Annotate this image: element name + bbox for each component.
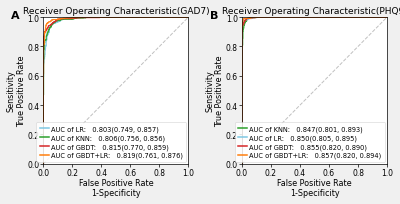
Y-axis label: Sensitivity
True Positive Rate: Sensitivity True Positive Rate bbox=[7, 55, 26, 127]
Text: B: B bbox=[210, 11, 218, 21]
Legend: AUC of LR:   0.803(0.749, 0.857), AUC of KNN:   0.806(0.756, 0.856), AUC of GBDT: AUC of LR: 0.803(0.749, 0.857), AUC of K… bbox=[36, 123, 186, 162]
Legend: AUC of KNN:   0.847(0.801, 0.893), AUC of LR:   0.850(0.805, 0.895), AUC of GBDT: AUC of KNN: 0.847(0.801, 0.893), AUC of … bbox=[235, 123, 385, 162]
X-axis label: False Positive Rate
1-Specificity: False Positive Rate 1-Specificity bbox=[78, 178, 153, 197]
Title: Receiver Operating Characteristic(PHQ9): Receiver Operating Characteristic(PHQ9) bbox=[222, 7, 400, 16]
X-axis label: False Positive Rate
1-Specificity: False Positive Rate 1-Specificity bbox=[277, 178, 352, 197]
Text: A: A bbox=[11, 11, 20, 21]
Y-axis label: Sensitivity
True Positive Rate: Sensitivity True Positive Rate bbox=[206, 55, 224, 127]
Title: Receiver Operating Characteristic(GAD7): Receiver Operating Characteristic(GAD7) bbox=[22, 7, 209, 16]
